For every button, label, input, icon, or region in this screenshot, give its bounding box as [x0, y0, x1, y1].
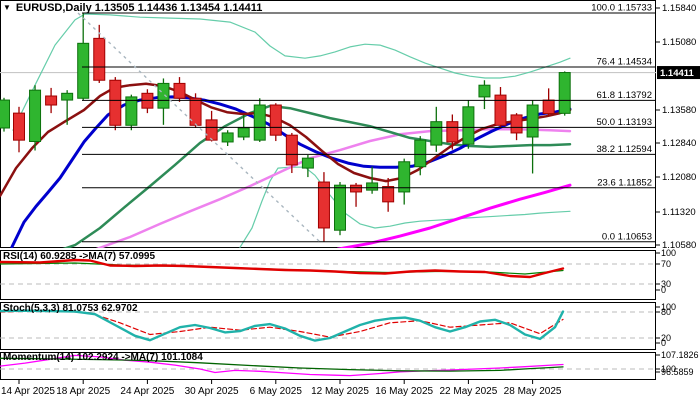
candle-body	[221, 132, 234, 143]
fib-level-label: 23.6 1.11852	[597, 177, 652, 188]
candle-body	[45, 95, 58, 106]
candle-body	[269, 104, 282, 136]
candle-body	[526, 104, 539, 138]
fib-level-label: 100.0 1.15733	[591, 3, 652, 14]
symbol-ohlc-title: EURUSD,Daily 1.13505 1.14436 1.13454 1.1…	[15, 2, 263, 14]
price-axis[interactable]: 1.15840 1.15080 1.13580 1.12840 1.12080 1.113…	[656, 3, 700, 377]
bollinger-upper-band	[12, 13, 571, 131]
date-label: 12 May 2025	[311, 386, 369, 397]
candle-body	[237, 127, 250, 138]
price-axis-label: 1.12840	[662, 138, 696, 149]
price-axis-label: 1.12080	[662, 172, 696, 183]
candle-body	[414, 139, 427, 168]
candle-body	[558, 72, 571, 114]
candle-body	[301, 157, 314, 169]
fib-level-label: 61.8 1.13792	[597, 90, 652, 101]
candle-body	[125, 96, 138, 126]
date-label: 6 May 2025	[250, 386, 303, 397]
candle-body	[382, 186, 395, 203]
fib-level-label: 50.0 1.13193	[597, 117, 652, 128]
indicator-scale-label: 100	[661, 302, 676, 312]
indicator-scale-label: 96.5859	[661, 367, 694, 377]
price-axis-label: 1.11320	[662, 207, 696, 218]
candle-body	[446, 121, 459, 143]
candle-body	[398, 161, 411, 193]
candle-body	[285, 134, 298, 166]
ma-magenta	[336, 183, 572, 248]
indicator-scale-label: 100	[661, 364, 676, 374]
fib-level-label: 38.2 1.12594	[597, 144, 652, 155]
candle-body	[205, 119, 218, 141]
candle-body	[157, 82, 170, 109]
candle-body	[93, 37, 106, 81]
time-axis[interactable]: 14 Apr 2025 18 Apr 2025 24 Apr 2025 30 Apr …	[1, 380, 562, 397]
rsi-panel[interactable]	[0, 250, 656, 300]
date-label: 14 Apr 2025	[1, 386, 55, 397]
date-label: 22 May 2025	[439, 386, 497, 397]
candle-body	[61, 92, 74, 101]
date-label: 16 May 2025	[375, 386, 433, 397]
ma-darkred	[0, 82, 572, 198]
stoch-k-line	[0, 309, 565, 342]
candle-body	[29, 89, 42, 142]
candle-body	[0, 99, 10, 129]
candle-body	[189, 97, 202, 126]
price-axis-label: 1.13580	[662, 105, 696, 116]
momentum-plot-area[interactable]	[0, 354, 656, 377]
fib-level-label: 0.0 1.10653	[602, 231, 652, 242]
fibonacci-retracement[interactable]: 100.0 1.15733 76.4 1.14534 61.8 1.13792 50.…	[77, 3, 656, 243]
candle-body	[173, 82, 186, 99]
indicator-scale-label: 80	[661, 307, 671, 317]
momentum-main-line	[0, 354, 564, 377]
chart-marker-icon: ▼	[3, 3, 11, 12]
price-plot-area[interactable]	[0, 13, 656, 252]
stoch-plot-area[interactable]	[0, 309, 656, 342]
indicator-scale-label: 30	[661, 279, 671, 289]
price-axis-label: 1.10580	[662, 240, 696, 251]
indicator-scale-label: 100	[661, 248, 676, 258]
candle-body	[478, 84, 491, 98]
date-label: 24 Apr 2025	[120, 386, 174, 397]
date-label: 30 Apr 2025	[185, 386, 239, 397]
candle-body	[510, 114, 523, 134]
candle-body	[253, 104, 266, 141]
indicator-scale-label: 70	[661, 259, 671, 269]
candle-body	[317, 181, 330, 229]
indicator-scale-label: 20	[661, 333, 671, 343]
candle-body	[494, 94, 507, 126]
indicator-scale-label: 0	[661, 338, 666, 348]
candle-body	[109, 79, 122, 126]
current-price-tag-value: 1.14411	[660, 68, 695, 79]
rsi-main-line	[0, 258, 565, 279]
candle-body	[430, 121, 443, 146]
fib-level-label: 76.4 1.14534	[597, 57, 652, 68]
candle-body	[542, 99, 555, 115]
candle-body	[77, 42, 90, 99]
bollinger-lower-band	[239, 166, 571, 248]
candle-body	[13, 112, 25, 141]
ma-green	[62, 104, 572, 248]
price-axis-label: 1.15840	[662, 3, 696, 14]
momentum-signal-line	[0, 357, 564, 372]
current-price-tag	[657, 66, 700, 80]
candle-body	[350, 184, 363, 193]
stoch-panel[interactable]	[0, 302, 656, 350]
candle-body	[366, 182, 379, 191]
candle-body	[334, 184, 346, 231]
momentum-indicator-label: Momentum(14) 102.2924 ->MA(7) 101.1084	[3, 352, 203, 363]
price-axis-label: 1.15080	[662, 37, 696, 48]
indicator-scale-label: 107.1826	[661, 350, 699, 360]
indicator-scale-label: 0	[661, 285, 666, 295]
stoch-indicator-label: Stoch(5,3,3) 81.0753 62.9702	[3, 303, 138, 314]
candle-body	[462, 106, 475, 145]
chart-title: ▼ EURUSD,Daily 1.13505 1.14436 1.13454 1.…	[3, 2, 262, 14]
rsi-plot-area[interactable]	[0, 258, 656, 285]
date-label: 18 Apr 2025	[56, 386, 110, 397]
rsi-indicator-label: RSI(14) 60.9285 ->MA(7) 57.0995	[3, 251, 156, 262]
ma-lightpink	[95, 128, 572, 248]
date-label: 28 May 2025	[504, 386, 562, 397]
candles	[0, 13, 571, 242]
